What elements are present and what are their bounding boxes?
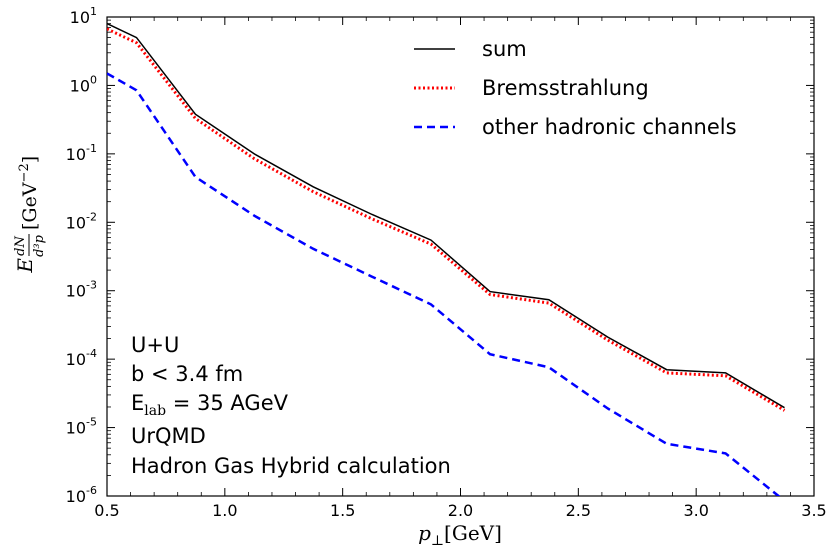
y-axis-label-unit: [GeV−2] [17, 156, 41, 230]
y-tick-label: 10-4 [66, 347, 97, 369]
x-tick-label: 2.0 [448, 501, 473, 520]
series-line-other-hadronic-channels [107, 72, 781, 496]
y-axis-label-E: E [13, 258, 37, 274]
series-line-sum [107, 22, 785, 409]
plot-frame [106, 16, 815, 497]
y-axis-label: E dN d³p [GeV−2] [13, 156, 47, 274]
annotation-line-3-sub: lab [144, 403, 166, 419]
series-line-bremsstrahlung [107, 27, 786, 412]
x-tick-label: 1.5 [330, 501, 355, 520]
major-ticks [106, 16, 815, 497]
y-tick-label: 10-6 [66, 484, 97, 506]
y-tick-label: 10-1 [66, 142, 97, 164]
annotation-line-1: U+U [131, 333, 179, 357]
y-tick-labels: 10-6 10-5 10-4 10-3 10-2 10-1 100 101 [66, 5, 97, 506]
x-tick-label: 3.5 [801, 501, 826, 520]
y-tick-label: 10-5 [66, 416, 97, 438]
series-lines [107, 22, 786, 496]
x-axis-label-unit: [GeV] [444, 521, 502, 545]
legend-label-other-hadronic: other hadronic channels [482, 115, 737, 139]
x-tick-label: 2.5 [566, 501, 591, 520]
annotation-block: U+U b < 3.4 fm Elab = 35 AGeV UrQMD Hadr… [131, 333, 451, 478]
annotation-line-2: b < 3.4 fm [131, 362, 243, 386]
x-axis-label-sub: ⊥ [431, 533, 444, 549]
y-tick-label: 10-2 [66, 210, 97, 232]
legend-label-bremsstrahlung: Bremsstrahlung [482, 76, 649, 100]
y-tick-label: 101 [70, 5, 97, 27]
legend-label-sum: sum [482, 37, 527, 61]
y-axis-label-den: d³p [32, 234, 47, 257]
y-tick-label: 100 [70, 73, 97, 95]
x-tick-label: 3.0 [683, 501, 708, 520]
x-tick-label: 0.5 [94, 501, 119, 520]
x-axis-label: p⊥[GeV] [418, 521, 502, 549]
x-tick-labels: 0.5 1.0 1.5 2.0 2.5 3.0 3.5 [94, 501, 826, 520]
annotation-line-3-prefix: E [131, 391, 144, 415]
annotation-line-4: UrQMD [131, 424, 206, 448]
annotation-line-5: Hadron Gas Hybrid calculation [131, 454, 451, 478]
annotation-line-3-suffix: = 35 AGeV [166, 391, 289, 415]
annotation-line-3: Elab = 35 AGeV [131, 391, 289, 419]
legend: sum Bremsstrahlung other hadronic channe… [414, 37, 737, 139]
y-tick-label: 10-3 [66, 279, 97, 301]
x-axis-label-p: p [418, 521, 431, 545]
minor-ticks [107, 17, 814, 496]
x-tick-label: 1.0 [212, 501, 237, 520]
y-axis-label-num: dN [13, 236, 28, 256]
